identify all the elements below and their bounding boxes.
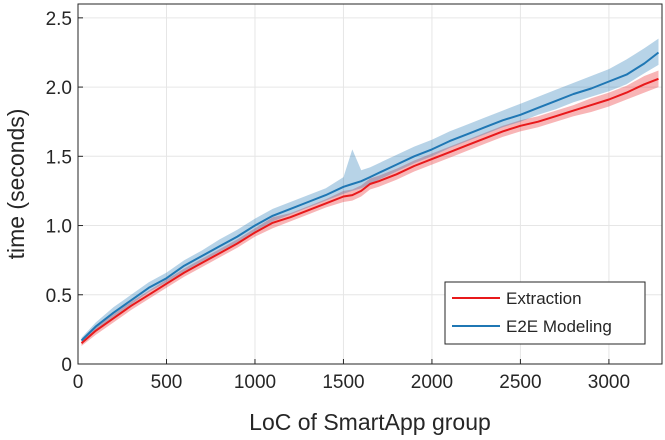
x-tick-label: 1500 (322, 372, 364, 393)
x-tick-label: 2000 (411, 372, 453, 393)
y-tick-label: 1.5 (46, 147, 72, 168)
axis-ticks: 0 500 1000 1500 2000 2500 3000 0 0.5 1.0 1.5 2.0 2.5 (46, 9, 630, 393)
x-tick-label: 0 (73, 372, 84, 393)
x-tick-label: 500 (151, 372, 183, 393)
series-lines (80, 51, 660, 344)
band-e2e-modeling (81, 38, 659, 344)
legend-label-extraction: Extraction (506, 289, 582, 308)
x-tick-label: 3000 (588, 372, 630, 393)
y-tick-label: 1.0 (46, 217, 72, 238)
legend-box (444, 281, 646, 345)
plot-area-frame (77, 3, 663, 365)
y-tick-label: 2.5 (46, 9, 72, 30)
legend-label-e2e-modeling: E2E Modeling (506, 317, 612, 336)
confidence-bands (81, 38, 659, 346)
series-line-extraction (80, 77, 659, 344)
band-extraction (81, 70, 659, 346)
y-axis-label: time (seconds) (3, 109, 29, 260)
y-tick-label: 2.0 (46, 78, 72, 99)
x-axis-label: LoC of SmartApp group (249, 409, 491, 435)
y-tick-label: 0.5 (46, 286, 72, 307)
legend: Extraction E2E Modeling (444, 281, 646, 345)
x-tick-label: 2500 (499, 372, 541, 393)
x-tick-label: 1000 (234, 372, 276, 393)
series-line-e2e-modeling (80, 51, 660, 342)
y-tick-label: 0 (61, 355, 72, 376)
